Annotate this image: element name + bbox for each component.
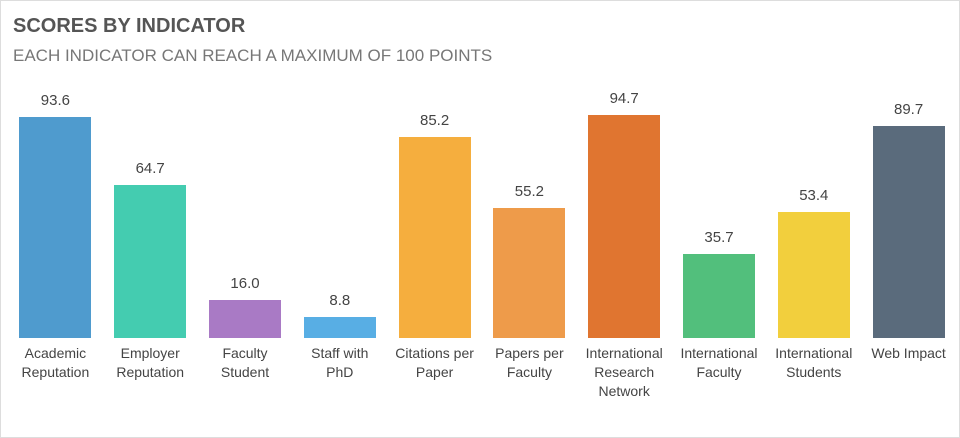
x-tick-label: Faculty Student [220, 345, 270, 380]
value-label: 53.4 [799, 186, 829, 204]
x-tick-label: International Research Network [585, 345, 663, 399]
value-label: 64.7 [135, 160, 165, 178]
bar [872, 126, 945, 338]
bar [19, 117, 92, 338]
x-tick-label: Employer Reputation [116, 345, 185, 380]
value-label: 94.7 [609, 89, 639, 107]
x-tick-label: Citations per Paper [395, 345, 474, 380]
bar [303, 317, 376, 338]
bar [398, 136, 471, 338]
bar [493, 207, 566, 338]
value-label: 16.0 [230, 275, 260, 293]
bar [683, 253, 755, 338]
x-tick-label: International Faculty [680, 345, 758, 380]
value-label: 89.7 [893, 101, 924, 119]
bar [588, 114, 661, 338]
chart-title: SCORES BY INDICATOR [13, 15, 246, 37]
x-tick-label: International Students [775, 345, 853, 380]
chart-subtitle: EACH INDICATOR CAN REACH A MAXIMUM OF 10… [13, 46, 493, 65]
bar [209, 300, 281, 338]
value-label: 8.8 [329, 292, 351, 310]
value-label: 93.6 [40, 92, 70, 110]
x-tick-label: Web Impact [871, 345, 946, 361]
value-label: 85.2 [419, 111, 450, 129]
value-label: 55.2 [514, 182, 544, 200]
value-label: 35.7 [704, 228, 734, 246]
bar [114, 185, 187, 338]
x-tick-label: Staff with PhD [311, 345, 369, 380]
x-tick-label: Papers per Faculty [495, 345, 564, 380]
bar [777, 211, 850, 338]
x-tick-label: Academic Reputation [21, 345, 90, 380]
